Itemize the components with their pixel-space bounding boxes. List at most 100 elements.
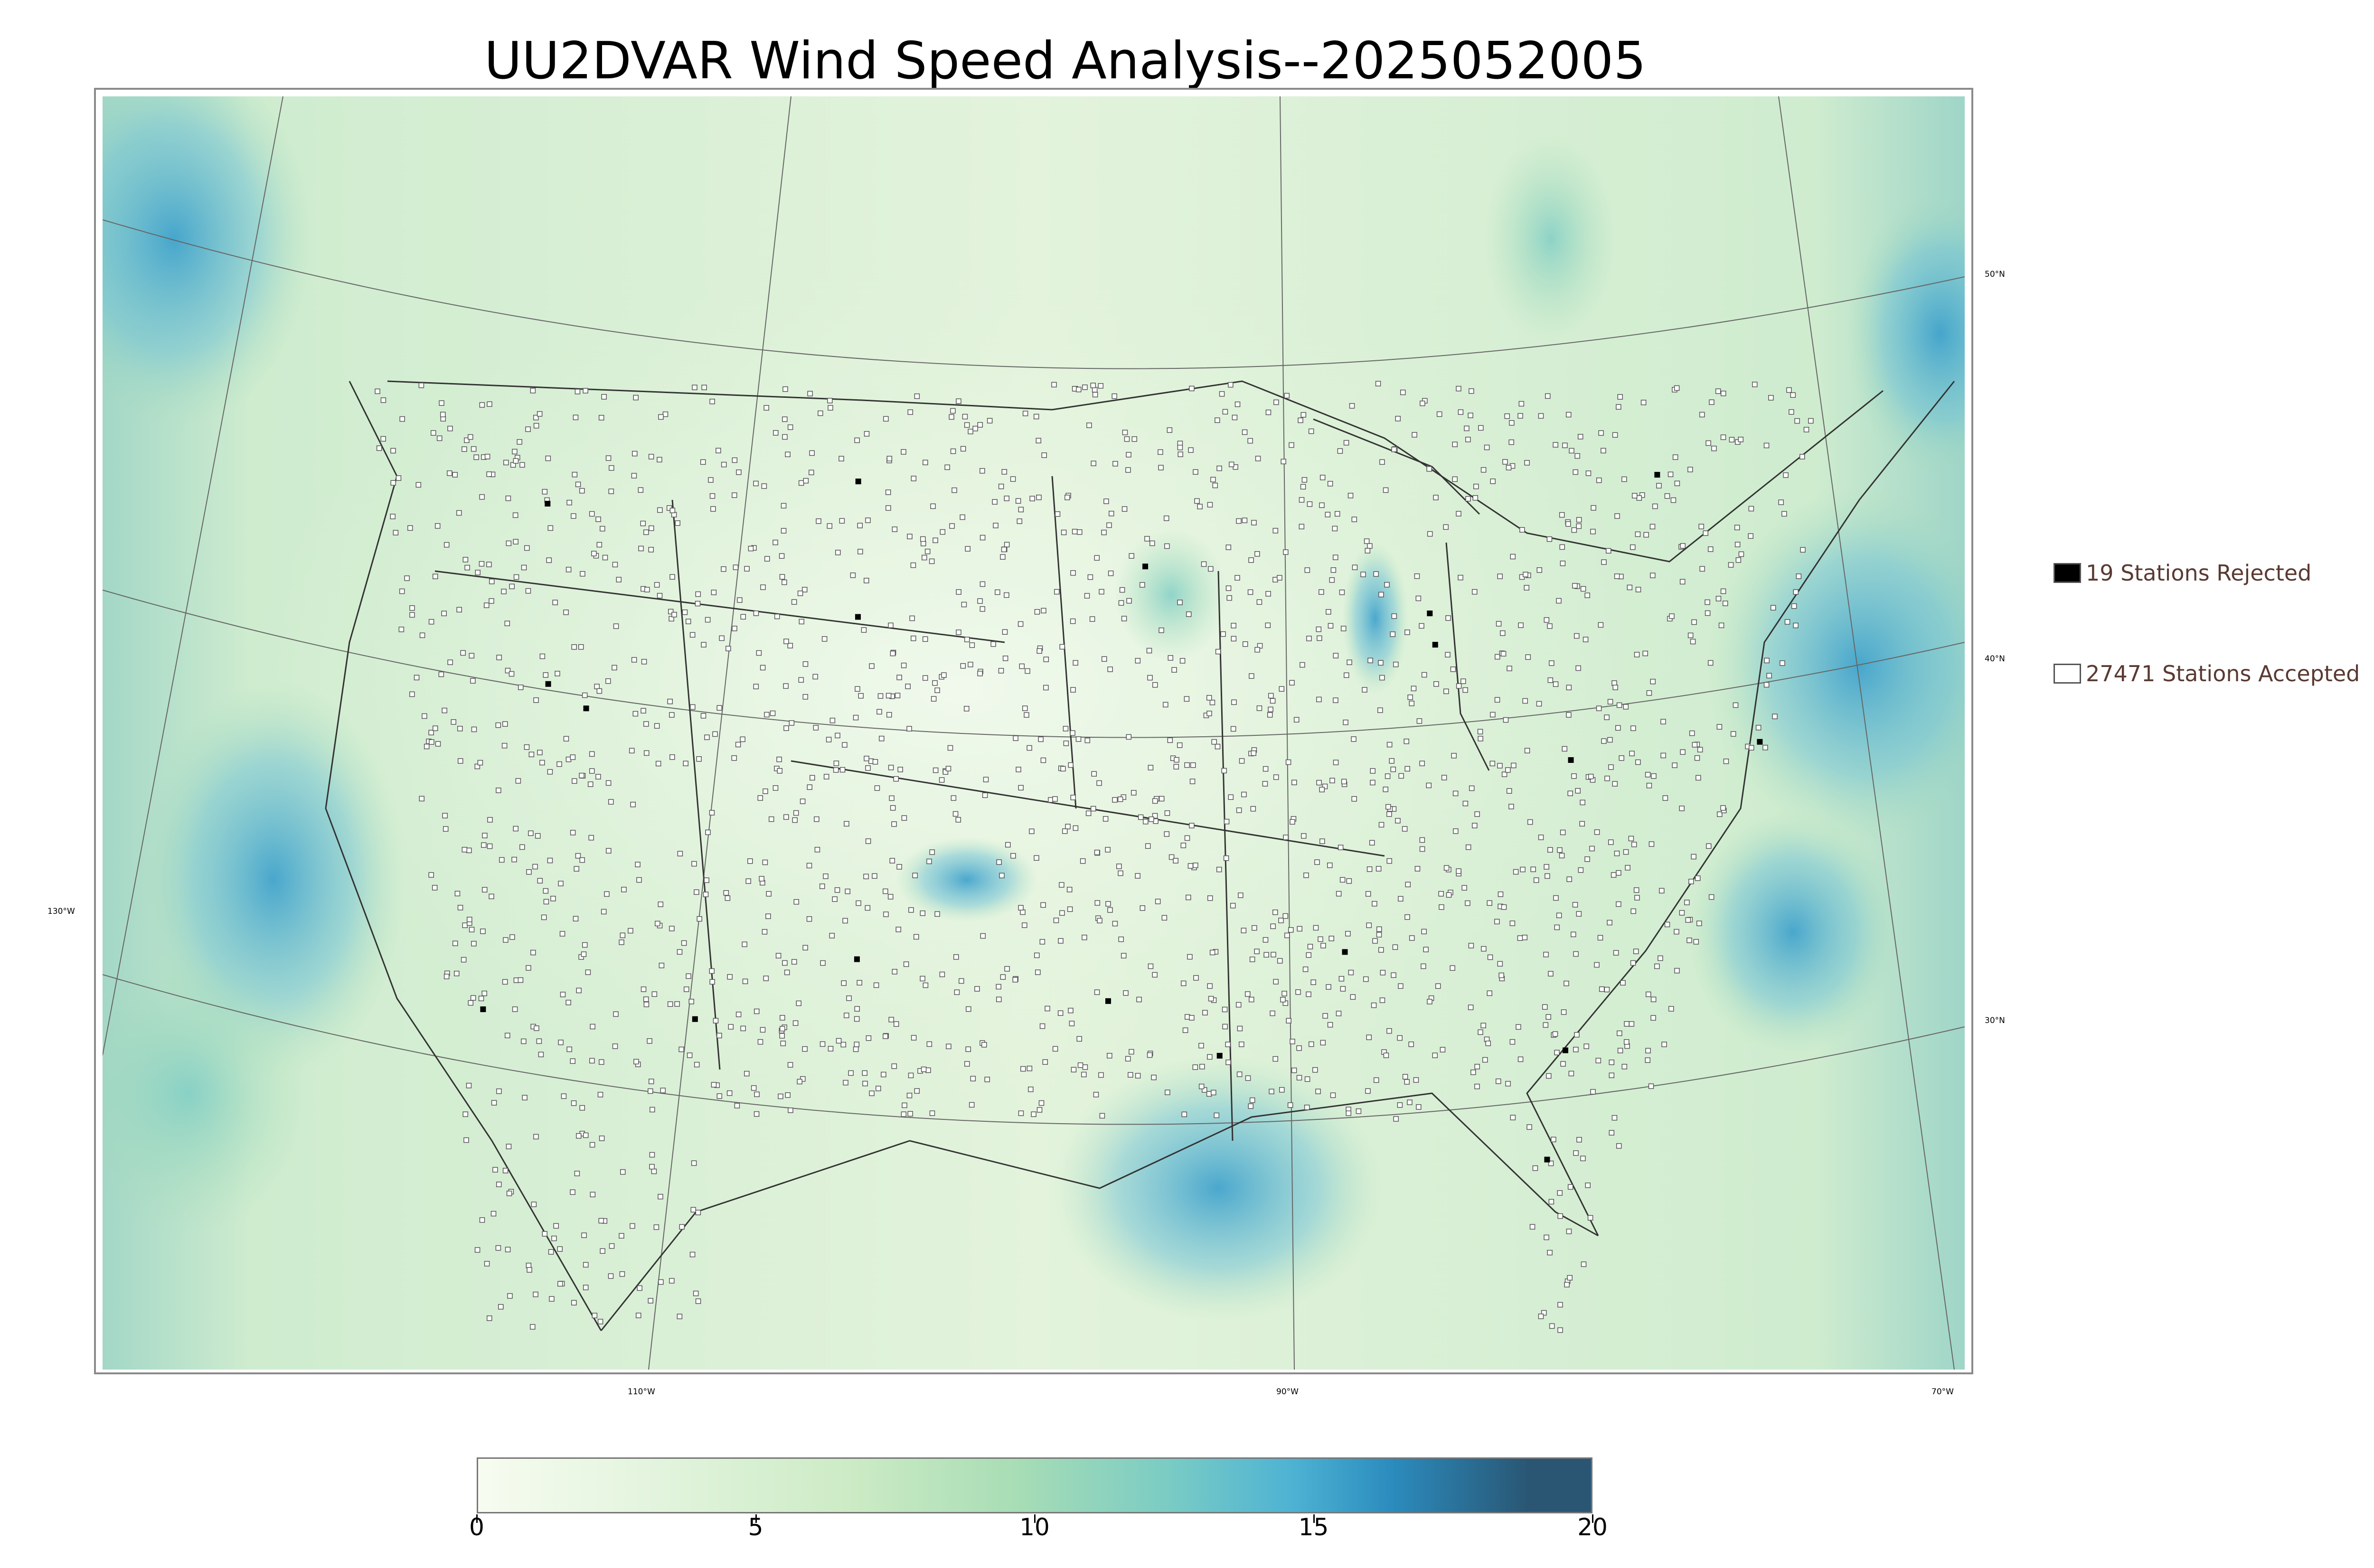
station-accepted-marker [1122, 430, 1128, 435]
station-accepted-marker [1621, 1064, 1628, 1070]
station-accepted-marker [581, 1232, 587, 1238]
station-accepted-marker [572, 471, 578, 478]
station-accepted-marker [1556, 598, 1562, 604]
station-accepted-marker [1645, 772, 1651, 778]
station-accepted-marker [606, 848, 612, 854]
station-accepted-marker [1378, 592, 1384, 598]
station-accepted-marker [701, 385, 707, 390]
station-accepted-marker [1241, 791, 1247, 798]
station-accepted-marker [1763, 682, 1770, 688]
station-accepted-marker [1341, 779, 1347, 785]
station-accepted-marker [576, 987, 582, 994]
station-accepted-marker [780, 1041, 786, 1046]
station-accepted-marker [462, 1111, 469, 1117]
station-accepted-marker [766, 891, 772, 897]
station-accepted-marker [688, 998, 694, 1005]
station-accepted-marker [1612, 685, 1618, 690]
station-accepted-marker [549, 1296, 555, 1302]
station-accepted-marker [558, 881, 564, 886]
station-accepted-marker [583, 1262, 589, 1268]
station-accepted-marker [853, 714, 859, 721]
station-accepted-marker [638, 487, 644, 493]
station-accepted-marker [914, 393, 920, 399]
station-accepted-marker [1054, 589, 1060, 595]
station-accepted-marker [1404, 1079, 1410, 1085]
station-accepted-marker [1283, 549, 1289, 555]
station-accepted-marker [1272, 909, 1278, 915]
station-accepted-marker [791, 959, 797, 965]
station-accepted-marker [515, 778, 521, 784]
station-accepted-marker [1397, 1102, 1403, 1108]
station-accepted-marker [518, 977, 524, 983]
station-accepted-marker [1107, 907, 1113, 913]
station-accepted-marker [561, 1093, 567, 1099]
station-accepted-marker [1608, 839, 1614, 845]
station-accepted-marker [934, 687, 940, 693]
station-accepted-marker [1409, 700, 1415, 706]
station-accepted-marker [920, 536, 926, 542]
station-accepted-marker [1020, 1066, 1026, 1072]
colorbar-tick-label: 0 [469, 1513, 484, 1541]
station-accepted-marker [802, 661, 809, 667]
station-accepted-marker [1344, 672, 1349, 678]
station-accepted-marker [1119, 587, 1125, 593]
station-accepted-marker [709, 810, 715, 816]
station-accepted-marker [1684, 900, 1690, 905]
map-frame[interactable] [94, 88, 1973, 1374]
wind-speed-map[interactable] [103, 96, 1965, 1370]
station-accepted-marker [802, 1046, 808, 1052]
station-accepted-marker [674, 1001, 680, 1007]
station-accepted-marker [574, 866, 579, 872]
station-accepted-marker [1594, 962, 1600, 968]
station-accepted-marker [1280, 996, 1286, 1003]
station-accepted-marker [590, 1023, 595, 1030]
station-accepted-marker [1336, 1011, 1342, 1016]
station-accepted-marker [1640, 400, 1647, 405]
station-accepted-marker [612, 665, 617, 671]
station-accepted-marker [1198, 1042, 1204, 1049]
station-accepted-marker [1564, 1282, 1570, 1287]
station-accepted-marker [1308, 428, 1314, 434]
station-accepted-marker [609, 1243, 615, 1249]
station-accepted-marker [872, 873, 877, 879]
station-accepted-marker [1601, 559, 1607, 565]
station-accepted-marker [428, 872, 434, 878]
station-accepted-marker [1298, 417, 1303, 423]
station-accepted-marker [555, 671, 560, 676]
station-accepted-marker [1329, 577, 1335, 583]
station-accepted-marker [1188, 447, 1194, 453]
station-accepted-marker [1473, 483, 1479, 489]
station-accepted-marker [641, 659, 647, 665]
station-accepted-marker [734, 1103, 740, 1108]
station-accepted-marker [1427, 999, 1432, 1005]
station-accepted-marker [889, 795, 895, 801]
station-accepted-marker [704, 734, 710, 740]
station-accepted-marker [1290, 819, 1295, 825]
station-accepted-marker [1099, 1113, 1105, 1119]
colorbar-tick-label: 15 [1298, 1513, 1329, 1541]
station-accepted-marker [1164, 543, 1170, 549]
station-accepted-marker [920, 541, 926, 546]
colorbar-bin [1016, 1459, 1166, 1512]
station-accepted-marker [865, 838, 871, 844]
station-accepted-marker [1542, 1004, 1548, 1010]
station-accepted-marker [1231, 636, 1237, 642]
station-accepted-marker [864, 431, 870, 437]
station-accepted-marker [1543, 951, 1549, 958]
station-accepted-marker [1065, 495, 1070, 500]
station-accepted-marker [380, 436, 386, 442]
station-accepted-marker [1105, 847, 1111, 853]
station-accepted-marker [1118, 600, 1124, 606]
station-accepted-marker [589, 1058, 595, 1064]
station-accepted-marker [528, 751, 535, 758]
station-accepted-marker [1268, 706, 1273, 713]
station-accepted-marker [1409, 935, 1415, 941]
colorbar-bin [1166, 1459, 1291, 1512]
station-accepted-marker [1076, 1036, 1082, 1042]
station-accepted-marker [1019, 663, 1025, 669]
station-accepted-marker [892, 969, 898, 975]
station-accepted-marker [1547, 623, 1553, 629]
station-accepted-marker [415, 482, 422, 488]
station-accepted-marker [1450, 666, 1456, 672]
station-accepted-marker [1059, 644, 1065, 650]
